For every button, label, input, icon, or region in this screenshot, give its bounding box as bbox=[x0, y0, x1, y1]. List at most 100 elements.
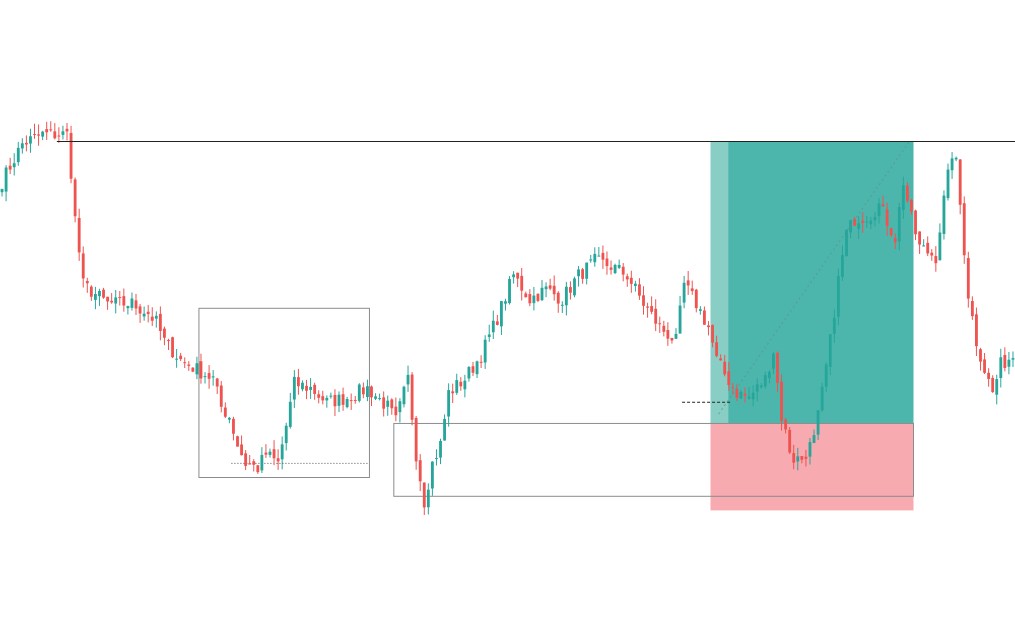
candle-body bbox=[658, 323, 662, 325]
candle-body bbox=[593, 253, 597, 263]
candle-body bbox=[179, 355, 183, 360]
candle-body bbox=[341, 394, 345, 405]
candle-body bbox=[544, 286, 548, 290]
candle-body bbox=[690, 288, 694, 292]
candle-body bbox=[702, 310, 706, 325]
candle-body bbox=[532, 295, 536, 304]
candle-body bbox=[678, 305, 682, 334]
candle-body bbox=[536, 293, 540, 301]
candle-body bbox=[479, 361, 483, 363]
candle-body bbox=[573, 278, 576, 296]
candle-body bbox=[617, 264, 621, 268]
candle-body bbox=[560, 304, 564, 306]
candle-body bbox=[585, 262, 589, 279]
candle-body bbox=[215, 378, 219, 387]
candle-body bbox=[853, 218, 857, 226]
candle-body bbox=[154, 315, 158, 319]
candle-body bbox=[366, 386, 369, 397]
candle-body bbox=[504, 301, 507, 304]
candle-body bbox=[581, 269, 585, 279]
candle-body bbox=[800, 456, 804, 460]
candle-body bbox=[102, 289, 105, 298]
candle-body bbox=[158, 313, 162, 331]
candle-body bbox=[475, 361, 479, 375]
candle-body bbox=[520, 275, 524, 291]
candle-body bbox=[776, 352, 779, 383]
candle-body bbox=[788, 429, 792, 453]
candle-body bbox=[633, 283, 637, 286]
candle-body bbox=[845, 229, 848, 256]
candle-body bbox=[751, 392, 755, 400]
candle-body bbox=[264, 452, 268, 455]
candle-body bbox=[240, 444, 243, 456]
candle-body bbox=[958, 159, 962, 205]
loss-zone bbox=[710, 423, 914, 511]
candle-body bbox=[394, 406, 398, 416]
candle-body bbox=[780, 381, 783, 421]
candle-body bbox=[110, 300, 114, 303]
candle-body bbox=[719, 358, 723, 361]
candle-body bbox=[755, 384, 759, 392]
candle-body bbox=[37, 134, 40, 136]
candle-body bbox=[654, 308, 658, 324]
candle-body bbox=[975, 314, 978, 347]
candle-body bbox=[508, 278, 511, 304]
candle-body bbox=[353, 399, 357, 401]
candle-body bbox=[374, 396, 377, 399]
candle-body bbox=[763, 375, 767, 387]
candle-body bbox=[378, 398, 382, 400]
candle-body bbox=[57, 135, 61, 137]
candle-body bbox=[885, 209, 889, 226]
candle-body bbox=[268, 451, 272, 455]
candle-body bbox=[601, 252, 605, 260]
candle-body bbox=[305, 385, 308, 391]
candle-body bbox=[45, 129, 49, 133]
candle-body bbox=[451, 391, 455, 394]
candle-body bbox=[406, 374, 410, 385]
candle-body bbox=[922, 245, 926, 247]
candle-body bbox=[126, 306, 130, 309]
candle-body bbox=[621, 266, 625, 275]
candle-body bbox=[12, 163, 16, 168]
candle-body bbox=[430, 461, 434, 489]
candle-body bbox=[739, 392, 743, 399]
candle-body bbox=[167, 340, 170, 342]
candle-body bbox=[93, 294, 97, 300]
candle-body bbox=[918, 231, 922, 245]
candle-body bbox=[970, 300, 974, 317]
candle-body bbox=[280, 444, 284, 460]
candle-body bbox=[715, 342, 719, 356]
candle-body bbox=[491, 320, 495, 333]
candle-body bbox=[946, 169, 950, 199]
candle-body bbox=[487, 334, 491, 338]
candle-body bbox=[650, 306, 654, 312]
candle-body bbox=[861, 220, 865, 223]
candle-body bbox=[455, 380, 459, 393]
candle-body bbox=[772, 353, 775, 369]
candle-body bbox=[467, 366, 471, 379]
candle-body bbox=[901, 185, 905, 211]
candle-body bbox=[694, 289, 698, 309]
candle-body bbox=[77, 218, 81, 253]
candle-body bbox=[81, 253, 85, 279]
candle-body bbox=[629, 277, 633, 284]
candle-body bbox=[638, 284, 641, 296]
candle-body bbox=[987, 372, 991, 379]
candle-body bbox=[301, 382, 304, 390]
candle-body bbox=[950, 158, 954, 171]
candle-body bbox=[836, 276, 840, 317]
candle-body bbox=[414, 417, 418, 462]
candle-body bbox=[767, 371, 771, 379]
candle-body bbox=[556, 292, 560, 304]
candle-body bbox=[260, 454, 264, 471]
candle-body bbox=[471, 366, 475, 373]
candle-body bbox=[248, 463, 252, 465]
candle-body bbox=[792, 453, 796, 463]
profit-zone-entry-strip bbox=[710, 141, 729, 424]
candle-body bbox=[195, 363, 199, 375]
candle-body bbox=[881, 204, 885, 207]
candle-body bbox=[284, 425, 288, 444]
candle-body bbox=[199, 361, 203, 379]
